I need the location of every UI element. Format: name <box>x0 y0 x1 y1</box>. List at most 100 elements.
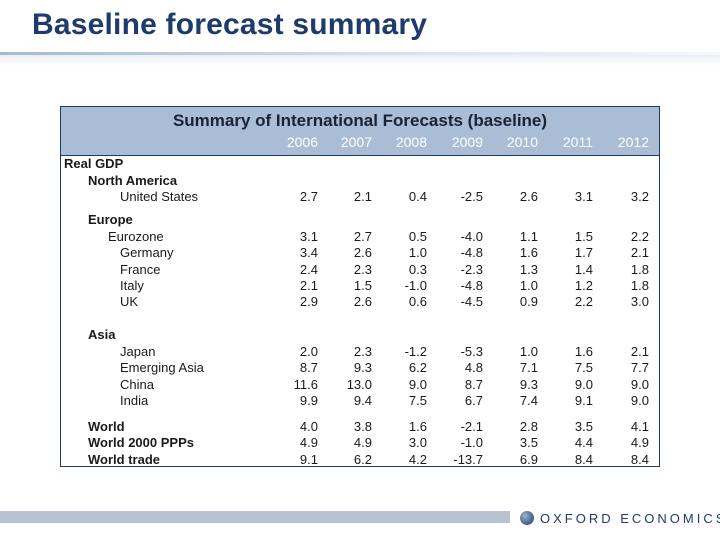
table-cell: 2.3 <box>353 262 372 277</box>
table-row: Emerging Asia 8.7 9.3 6.2 4.8 7.1 7.5 7.7 <box>61 360 659 376</box>
table-cell: 4.9 <box>353 435 372 450</box>
row-label: North America <box>88 173 178 188</box>
table-cell: 0.9 <box>519 294 538 309</box>
table-cell: 2.1 <box>299 278 318 293</box>
table-cell: 1.5 <box>574 229 593 244</box>
table-cell: 1.6 <box>574 344 593 359</box>
table-cell: 3.0 <box>630 294 649 309</box>
table-cell: -4.5 <box>460 294 483 309</box>
table-cell: 6.9 <box>519 452 538 467</box>
table-cell: 2.4 <box>299 262 318 277</box>
table-cell: 1.6 <box>408 419 427 434</box>
table-row: North America <box>61 173 659 189</box>
table-cell: 3.0 <box>408 435 427 450</box>
table-row: India 9.9 9.4 7.5 6.7 7.4 9.1 9.0 <box>61 393 659 409</box>
table-cell: 6.2 <box>353 452 372 467</box>
table-cell: 8.7 <box>299 360 318 375</box>
table-cell: 4.2 <box>408 452 427 467</box>
table-row: Eurozone 3.1 2.7 0.5 -4.0 1.1 1.5 2.2 <box>61 229 659 245</box>
table-cell: 4.1 <box>630 419 649 434</box>
slide-title: Baseline forecast summary <box>32 8 428 41</box>
table-cell: 7.5 <box>574 360 593 375</box>
table-cell: 2.8 <box>519 419 538 434</box>
row-label: India <box>120 393 149 408</box>
table-cell: -2.3 <box>460 262 483 277</box>
table-cell: 9.0 <box>574 377 593 392</box>
table-cell: 8.7 <box>464 377 483 392</box>
table-row: UK 2.9 2.6 0.6 -4.5 0.9 2.2 3.0 <box>61 294 659 310</box>
table-cell: 3.1 <box>299 229 318 244</box>
table-cell: 4.4 <box>574 435 593 450</box>
table-cell: 7.7 <box>630 360 649 375</box>
company-logo: OXFORD ECONOMICS <box>520 509 720 527</box>
table-cell: 13.0 <box>346 377 372 392</box>
table-cell: 2.3 <box>353 344 372 359</box>
table-cell: 1.6 <box>519 245 538 260</box>
logo-text: OXFORD ECONOMICS <box>540 510 720 526</box>
table-cell: 9.0 <box>630 377 649 392</box>
row-label: World 2000 PPPs <box>88 435 194 450</box>
table-row: France 2.4 2.3 0.3 -2.3 1.3 1.4 1.8 <box>61 262 659 278</box>
table-cell: 1.8 <box>630 262 649 277</box>
table-cell: 2.7 <box>299 189 318 204</box>
table-cell: 3.1 <box>574 189 593 204</box>
row-label: China <box>120 377 154 392</box>
table-cell: 4.0 <box>299 419 318 434</box>
table-cell: 6.2 <box>408 360 427 375</box>
table-row: Asia <box>61 327 659 343</box>
table-row: Germany 3.4 2.6 1.0 -4.8 1.6 1.7 2.1 <box>61 245 659 261</box>
row-label: World <box>88 419 125 434</box>
row-label: Emerging Asia <box>120 360 204 375</box>
table-cell: 9.3 <box>519 377 538 392</box>
table-cell: 3.2 <box>630 189 649 204</box>
table-cell: -4.8 <box>460 245 483 260</box>
table-cell: 9.4 <box>353 393 372 408</box>
row-label: France <box>120 262 161 277</box>
table-cell: 1.7 <box>574 245 593 260</box>
table-cell: -1.2 <box>404 344 427 359</box>
table-cell: 11.6 <box>293 377 318 392</box>
table-cell: 1.4 <box>574 262 593 277</box>
table-cell: 2.6 <box>353 294 372 309</box>
table-cell: 2.2 <box>574 294 593 309</box>
table-header: Summary of International Forecasts (base… <box>61 107 659 156</box>
row-label: Europe <box>88 212 133 227</box>
table-cell: 1.2 <box>574 278 593 293</box>
row-label: Asia <box>88 327 116 342</box>
table-title: Summary of International Forecasts (base… <box>172 111 548 130</box>
table-cell: 6.7 <box>464 393 483 408</box>
table-row: World 4.0 3.8 1.6 -2.1 2.8 3.5 4.1 <box>61 419 659 435</box>
table-cell: -4.0 <box>460 229 483 244</box>
row-label: Japan <box>120 344 156 359</box>
year-header: 2009 <box>451 134 483 150</box>
table-cell: 3.8 <box>353 419 372 434</box>
row-label: UK <box>120 294 139 309</box>
table-row: Italy 2.1 1.5 -1.0 -4.8 1.0 1.2 1.8 <box>61 278 659 294</box>
row-label: Eurozone <box>108 229 164 244</box>
row-label: World trade <box>88 452 160 467</box>
table-cell: 0.4 <box>408 189 427 204</box>
table-cell: 9.1 <box>574 393 593 408</box>
row-label: United States <box>120 189 199 204</box>
table-cell: 2.7 <box>353 229 372 244</box>
table-cell: 1.1 <box>519 229 538 244</box>
year-header: 2007 <box>340 134 372 150</box>
table-cell: 7.4 <box>519 393 538 408</box>
table-cell: 1.5 <box>353 278 372 293</box>
row-label: Italy <box>120 278 144 293</box>
table-cell: 2.1 <box>630 245 649 260</box>
table-cell: 8.4 <box>574 452 593 467</box>
table-cell: 1.3 <box>519 262 538 277</box>
table-cell: -4.8 <box>460 278 483 293</box>
table-cell: -2.1 <box>460 419 483 434</box>
table-cell: 9.3 <box>353 360 372 375</box>
year-header: 2012 <box>617 134 649 150</box>
table-row: Japan 2.0 2.3 -1.2 -5.3 1.0 1.6 2.1 <box>61 344 659 360</box>
table-cell: 0.6 <box>408 294 427 309</box>
table-row: Europe <box>61 212 659 228</box>
table-cell: 1.0 <box>519 344 538 359</box>
table-cell: 2.6 <box>519 189 538 204</box>
table-cell: -13.7 <box>453 452 483 467</box>
table-cell: 9.9 <box>299 393 318 408</box>
table-cell: 0.5 <box>408 229 427 244</box>
